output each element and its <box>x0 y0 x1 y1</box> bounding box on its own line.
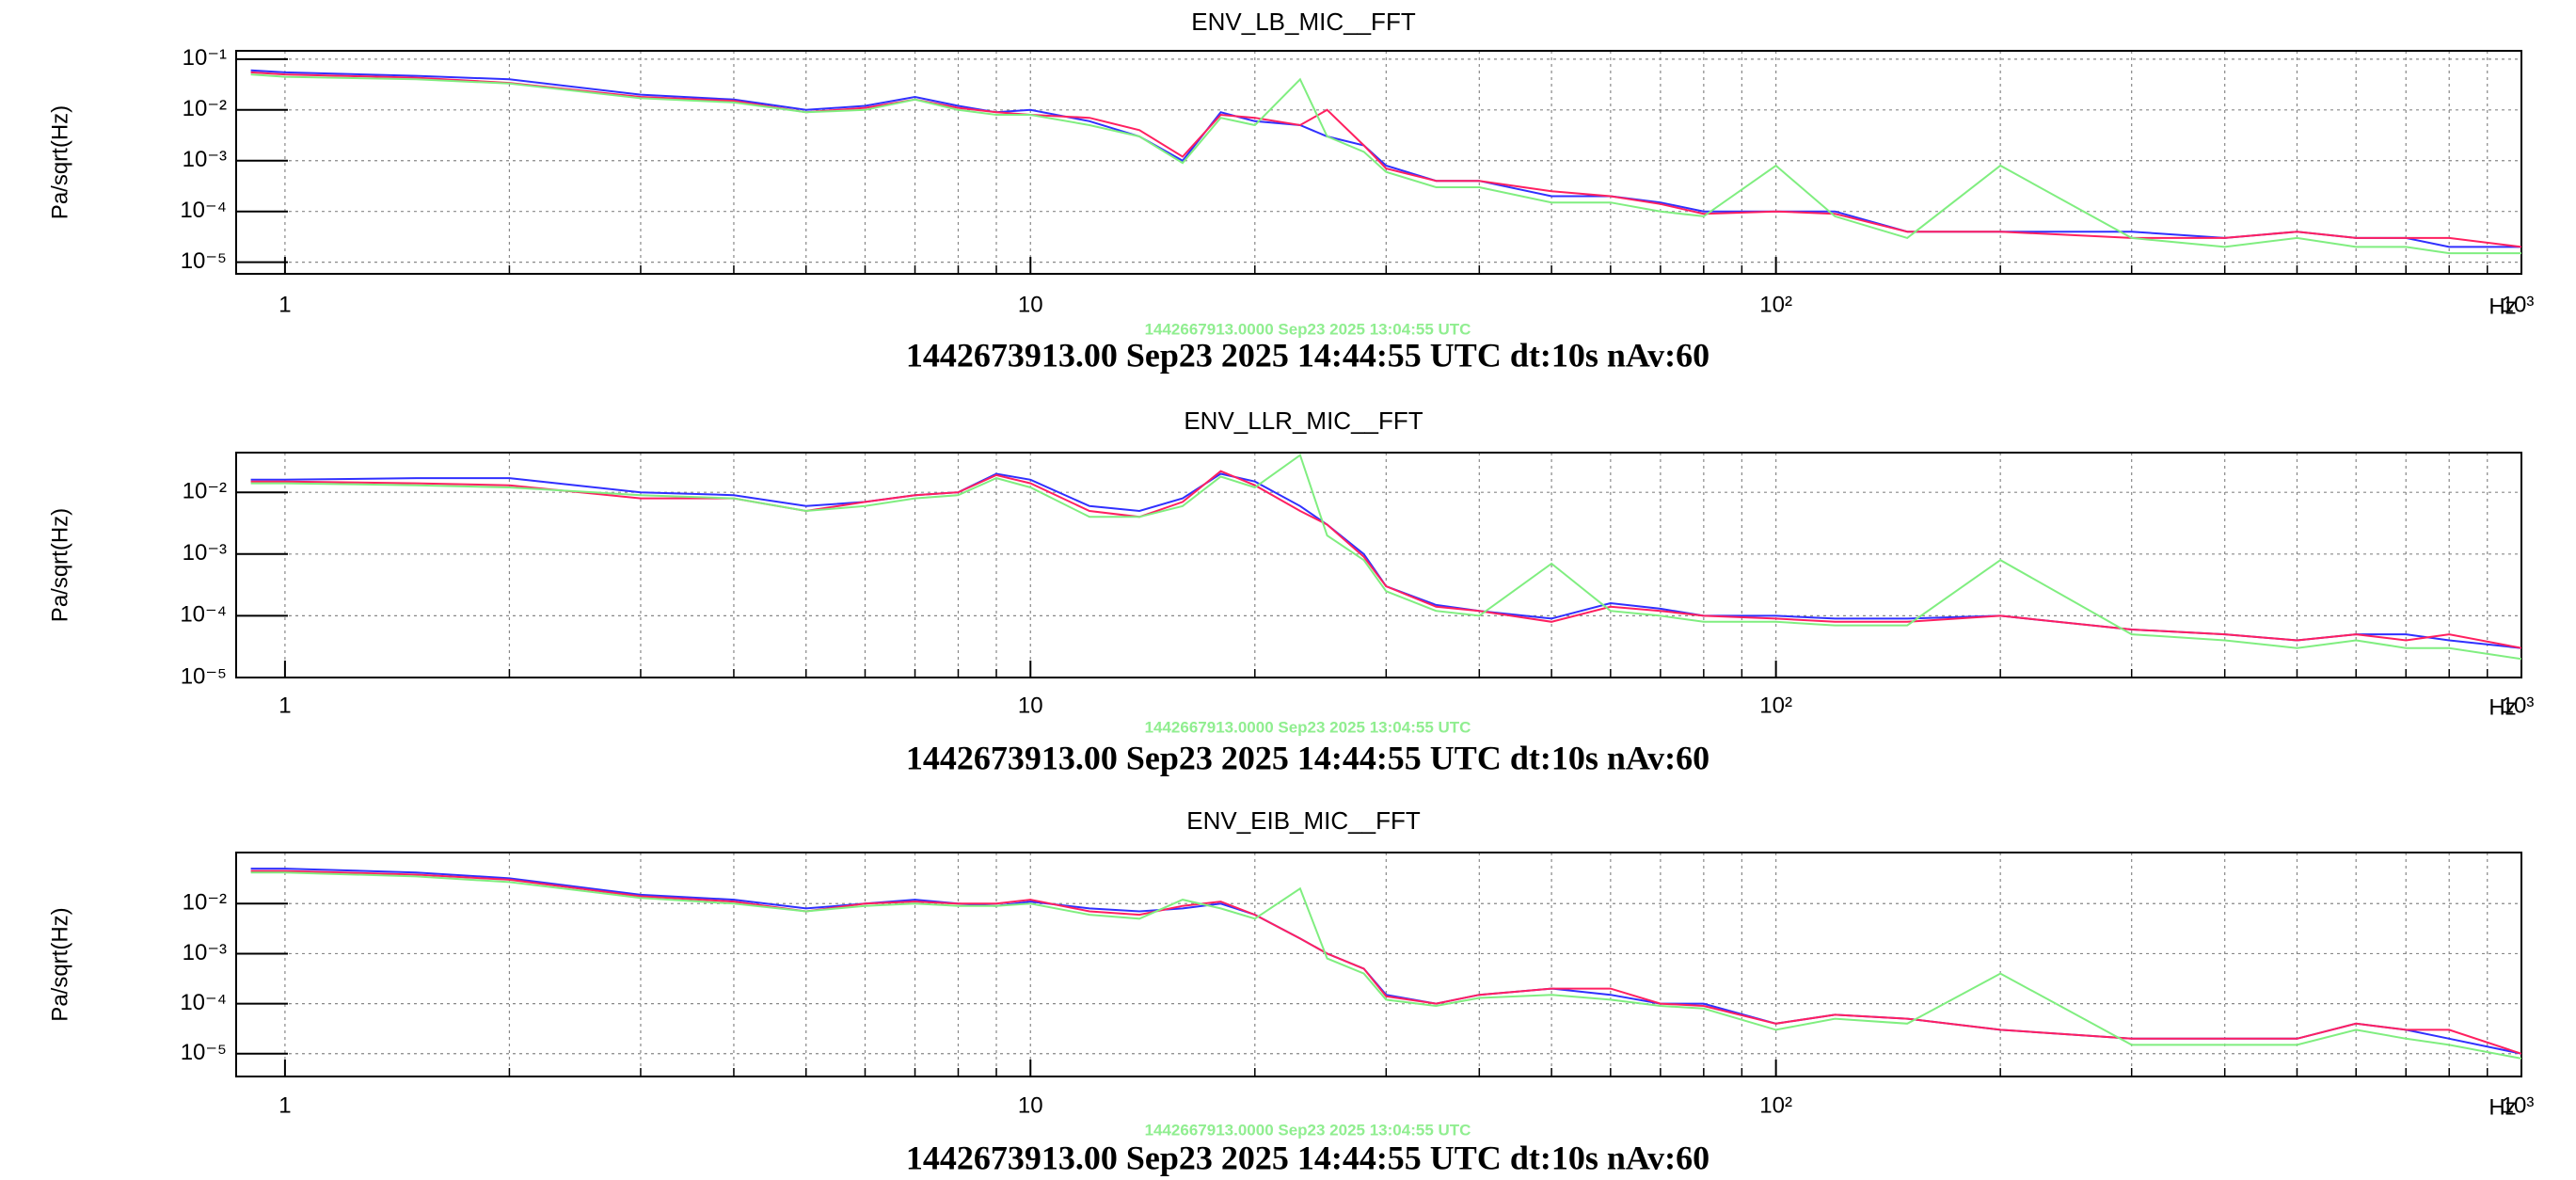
spectrum-line <box>250 871 2521 1060</box>
y-tick-label: 10⁻² <box>183 890 227 916</box>
x-tick-label: 10 <box>1018 1092 1043 1118</box>
x-axis-label: Hz <box>2489 1094 2516 1120</box>
x-axis-label: Hz <box>2489 294 2516 319</box>
x-tick-label: 1 <box>278 292 291 317</box>
reference-time: 1442667913.0000 Sep23 2025 13:04:55 UTC <box>1145 718 1471 736</box>
y-axis-label: Pa/sqrt(Hz) <box>47 105 72 219</box>
subtitle: 1442673913.00 Sep23 2025 14:44:55 UTC dt… <box>906 739 1709 776</box>
y-tick-label: 10⁻³ <box>183 940 227 965</box>
chart-title: ENV_EIB_MIC__FFT <box>1186 806 1421 835</box>
x-tick-label: 10³ <box>2502 693 2535 718</box>
spectrum-line <box>250 73 2521 255</box>
y-axis-label: Pa/sqrt(Hz) <box>47 907 72 1021</box>
y-tick-label: 10⁻⁴ <box>180 990 227 1015</box>
plot-frame <box>235 852 2522 1077</box>
x-tick-label: 10 <box>1018 292 1043 317</box>
reference-time: 1442667913.0000 Sep23 2025 13:04:55 UTC <box>1145 1121 1471 1139</box>
y-tick-label: 10⁻⁴ <box>180 198 227 223</box>
x-tick-label: 1 <box>278 1092 291 1118</box>
y-tick-label: 10⁻³ <box>183 147 227 172</box>
x-tick-label: 10² <box>1759 693 1792 718</box>
y-tick-label: 10⁻² <box>183 96 227 121</box>
x-tick-label: 10³ <box>2502 1092 2535 1118</box>
y-tick-label: 10⁻⁵ <box>181 248 227 274</box>
reference-time: 1442667913.0000 Sep23 2025 13:04:55 UTC <box>1145 320 1471 338</box>
plot-frame <box>235 452 2522 678</box>
x-tick-label: 10² <box>1759 292 1792 317</box>
y-axis-label: Pa/sqrt(Hz) <box>47 508 72 622</box>
chart-title: ENV_LB_MIC__FFT <box>1191 8 1416 36</box>
spectrum-line <box>250 69 2521 248</box>
x-tick-label: 10² <box>1759 1092 1792 1118</box>
subtitle: 1442673913.00 Sep23 2025 14:44:55 UTC dt… <box>906 336 1709 374</box>
y-tick-label: 10⁻⁵ <box>181 1040 227 1065</box>
x-tick-label: 10³ <box>2502 292 2535 317</box>
subtitle: 1442673913.00 Sep23 2025 14:44:55 UTC dt… <box>906 1139 1709 1176</box>
y-tick-label: 10⁻¹ <box>183 45 227 71</box>
y-tick-label: 10⁻⁴ <box>180 602 227 628</box>
x-tick-label: 10 <box>1018 693 1043 718</box>
y-tick-label: 10⁻² <box>183 479 227 504</box>
x-axis-label: Hz <box>2489 694 2516 720</box>
y-tick-label: 10⁻³ <box>183 540 227 566</box>
y-tick-label: 10⁻⁵ <box>181 663 227 689</box>
spectrum-line <box>250 454 2521 661</box>
chart-title: ENV_LLR_MIC__FFT <box>1184 407 1423 435</box>
x-tick-label: 1 <box>278 693 291 718</box>
plot-frame <box>235 50 2522 275</box>
